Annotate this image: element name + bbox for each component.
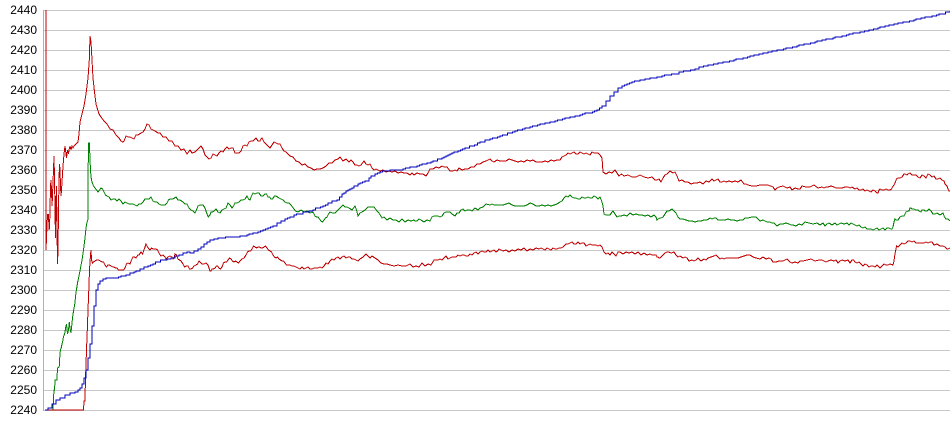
- svg-text:2270: 2270: [10, 343, 37, 357]
- svg-text:2310: 2310: [10, 263, 37, 277]
- svg-text:2300: 2300: [10, 283, 37, 297]
- svg-text:2420: 2420: [10, 43, 37, 57]
- svg-text:2380: 2380: [10, 123, 37, 137]
- svg-text:2390: 2390: [10, 103, 37, 117]
- svg-text:2250: 2250: [10, 383, 37, 397]
- svg-text:2320: 2320: [10, 243, 37, 257]
- svg-text:2240: 2240: [10, 403, 37, 417]
- svg-text:2400: 2400: [10, 83, 37, 97]
- svg-text:2340: 2340: [10, 203, 37, 217]
- svg-text:2260: 2260: [10, 363, 37, 377]
- svg-text:2280: 2280: [10, 323, 37, 337]
- svg-text:2430: 2430: [10, 23, 37, 37]
- svg-text:2370: 2370: [10, 143, 37, 157]
- svg-text:2290: 2290: [10, 303, 37, 317]
- svg-text:2330: 2330: [10, 223, 37, 237]
- svg-text:2350: 2350: [10, 183, 37, 197]
- svg-text:2440: 2440: [10, 3, 37, 17]
- svg-text:2410: 2410: [10, 63, 37, 77]
- svg-text:2360: 2360: [10, 163, 37, 177]
